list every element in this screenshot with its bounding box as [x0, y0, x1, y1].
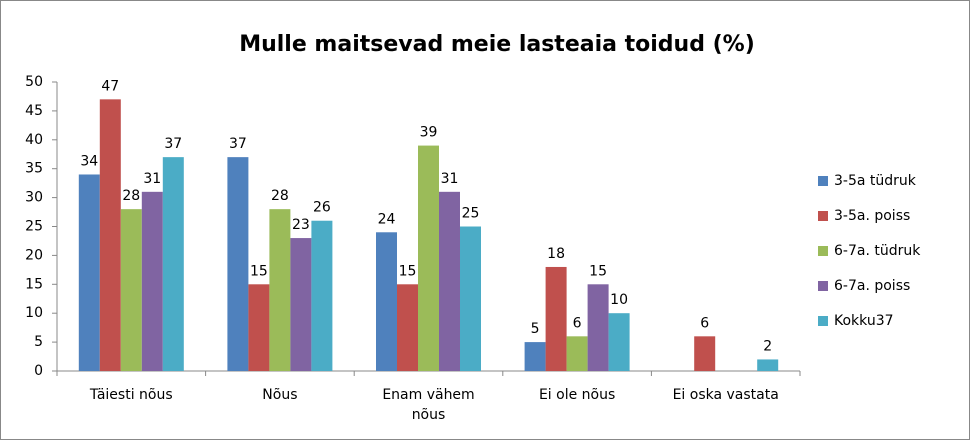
bar [78, 174, 100, 371]
data-label: 31 [143, 171, 161, 187]
x-tick-label: Ei ole nõus [538, 387, 616, 403]
y-tick-label: 40 [25, 132, 43, 148]
bar [227, 157, 249, 371]
bar [99, 99, 121, 371]
data-label: 5 [531, 321, 540, 337]
data-label: 25 [462, 206, 480, 222]
y-tick-label: 30 [25, 190, 43, 206]
data-label: 18 [547, 246, 565, 262]
bar [757, 359, 779, 371]
chart-title: Mulle maitsevad meie lasteaia toidud (%) [239, 32, 755, 57]
y-tick-label: 25 [25, 219, 43, 235]
y-tick-label: 35 [25, 161, 43, 177]
data-label: 28 [122, 188, 140, 204]
bar [290, 238, 312, 371]
legend-swatch [818, 316, 828, 326]
bar [269, 209, 291, 371]
data-label: 37 [229, 136, 247, 152]
data-label: 47 [101, 78, 119, 94]
data-label: 37 [164, 136, 182, 152]
data-label: 15 [250, 263, 268, 279]
legend-swatch [818, 176, 828, 186]
legend-label: 6-7a. tüdruk [834, 243, 921, 259]
bar [376, 232, 397, 371]
bar [418, 145, 439, 371]
data-label: 28 [271, 188, 289, 204]
legend-swatch [818, 211, 828, 221]
bar [460, 226, 481, 371]
y-tick-label: 0 [34, 363, 43, 379]
data-label: 2 [763, 338, 772, 354]
bar [397, 284, 418, 371]
x-tick-label: Nõus [262, 387, 298, 403]
data-label: 6 [700, 315, 709, 331]
legend-swatch [818, 246, 828, 256]
y-tick-label: 20 [25, 247, 43, 263]
bar [608, 313, 630, 371]
bar [545, 266, 567, 371]
bar [694, 336, 716, 371]
data-label: 31 [441, 171, 459, 187]
x-tick-label: Enam vähem nõus [382, 387, 475, 423]
data-label: 6 [573, 315, 582, 331]
y-tick-label: 45 [25, 103, 43, 119]
bar [587, 284, 609, 371]
y-tick-label: 15 [25, 276, 43, 292]
data-label: 10 [610, 292, 628, 308]
data-label: 26 [313, 200, 331, 216]
x-tick-label: Ei oska vastata [672, 387, 779, 403]
data-label: 39 [420, 125, 438, 141]
y-tick-label: 50 [25, 74, 43, 90]
data-label: 24 [378, 211, 396, 227]
legend-swatch [818, 281, 828, 291]
legend-label: Kokku37 [834, 313, 894, 329]
data-label: 23 [292, 217, 310, 233]
bar [141, 191, 163, 371]
bar [162, 157, 184, 371]
legend-label: 6-7a. poiss [834, 278, 910, 294]
y-tick-label: 10 [25, 305, 43, 321]
data-label: 15 [589, 263, 607, 279]
bar [120, 209, 142, 371]
data-label: 34 [80, 153, 98, 169]
legend-label: 3-5a. poiss [834, 208, 910, 224]
bar [311, 220, 333, 371]
bar [248, 284, 270, 371]
bar [524, 342, 546, 371]
legend-label: 3-5a tüdruk [834, 173, 917, 189]
x-tick-label: Täiesti nõus [89, 387, 173, 403]
data-label: 15 [399, 263, 417, 279]
bar [566, 336, 588, 371]
bar [439, 191, 460, 371]
y-tick-label: 5 [34, 334, 43, 350]
